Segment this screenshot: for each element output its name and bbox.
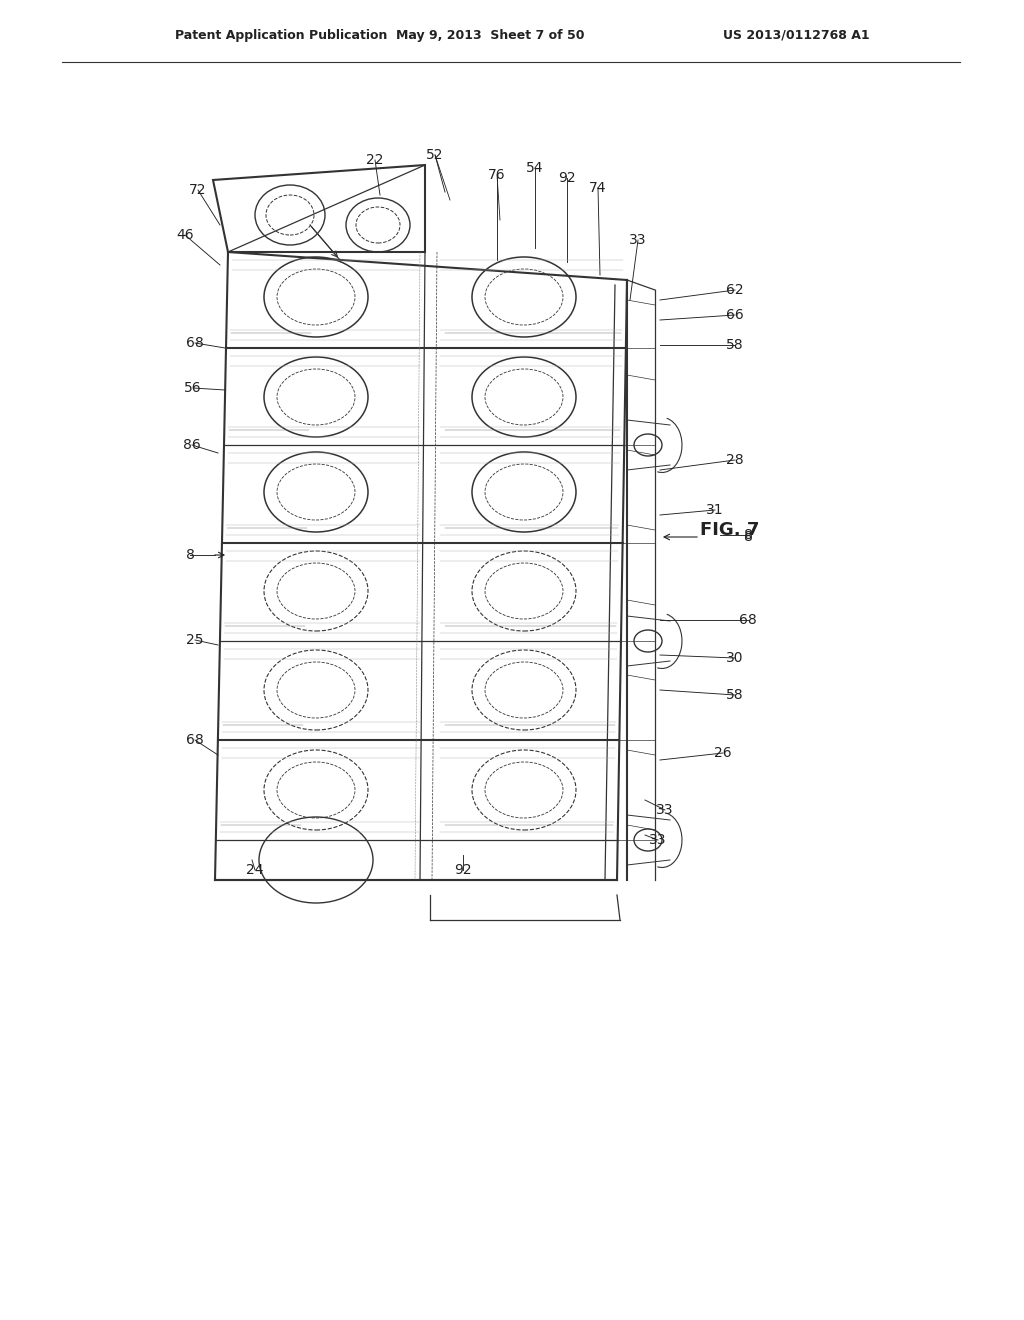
Text: FIG. 7: FIG. 7	[700, 521, 760, 539]
Text: 68: 68	[186, 733, 204, 747]
Text: US 2013/0112768 A1: US 2013/0112768 A1	[723, 29, 870, 41]
Text: 68: 68	[739, 612, 757, 627]
Text: 24: 24	[246, 863, 264, 876]
Text: 92: 92	[455, 863, 472, 876]
Text: 72: 72	[189, 183, 207, 197]
Text: 26: 26	[714, 746, 732, 760]
Text: 76: 76	[488, 168, 506, 182]
Text: 8: 8	[743, 528, 753, 543]
Text: 33: 33	[630, 234, 647, 247]
Text: 22: 22	[367, 153, 384, 168]
Text: 33: 33	[649, 833, 667, 847]
Text: May 9, 2013  Sheet 7 of 50: May 9, 2013 Sheet 7 of 50	[395, 29, 585, 41]
Text: 8: 8	[185, 548, 195, 562]
Text: 54: 54	[526, 161, 544, 176]
Text: 31: 31	[707, 503, 724, 517]
Text: 62: 62	[726, 282, 743, 297]
Text: 25: 25	[186, 634, 204, 647]
Text: 58: 58	[726, 338, 743, 352]
Text: 8: 8	[743, 531, 753, 544]
Text: Patent Application Publication: Patent Application Publication	[175, 29, 387, 41]
Text: 52: 52	[426, 148, 443, 162]
Text: 30: 30	[726, 651, 743, 665]
Text: 86: 86	[183, 438, 201, 451]
Text: 46: 46	[176, 228, 194, 242]
Text: 74: 74	[589, 181, 607, 195]
Text: 68: 68	[186, 337, 204, 350]
Text: 58: 58	[726, 688, 743, 702]
Text: 28: 28	[726, 453, 743, 467]
Text: 92: 92	[558, 172, 575, 185]
Text: 33: 33	[656, 803, 674, 817]
Text: 66: 66	[726, 308, 743, 322]
Text: 56: 56	[184, 381, 202, 395]
